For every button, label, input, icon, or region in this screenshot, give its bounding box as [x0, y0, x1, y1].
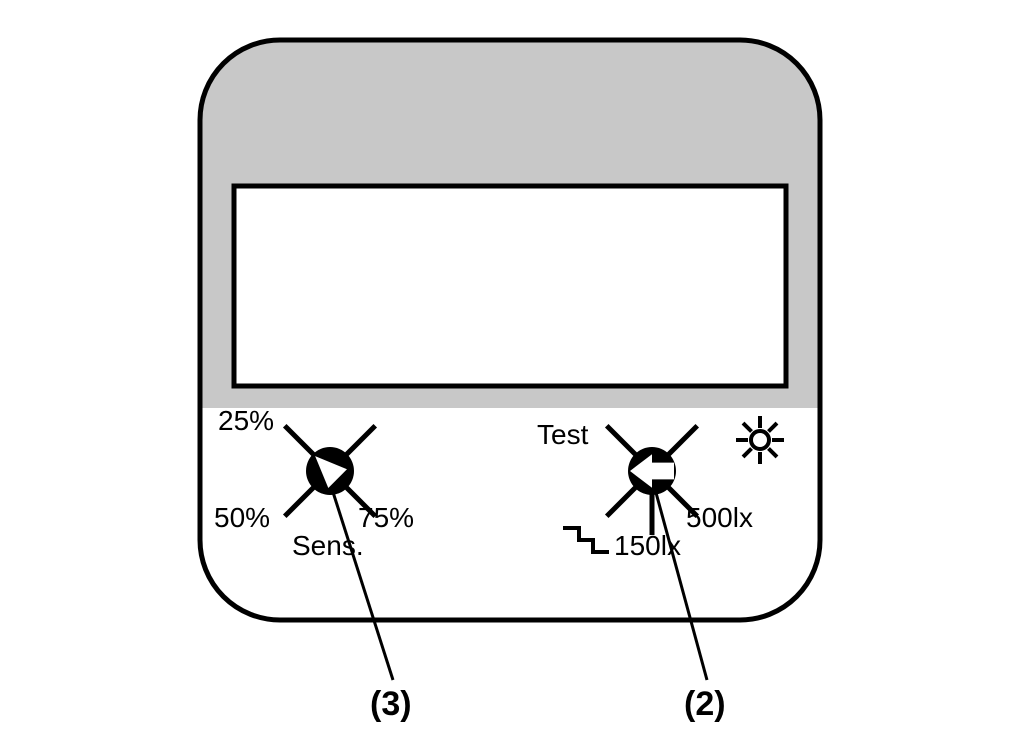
sens-label-50: 50% [214, 502, 270, 533]
lux-label-500: 500lx [686, 502, 753, 533]
lux-label-test: Test [537, 419, 589, 450]
callout-label-2: (2) [684, 685, 726, 723]
callout-label-3: (3) [370, 685, 412, 723]
sens-label-75: 75% [358, 502, 414, 533]
sensor-window [234, 186, 786, 386]
sens-label-25: 25% [218, 405, 274, 436]
